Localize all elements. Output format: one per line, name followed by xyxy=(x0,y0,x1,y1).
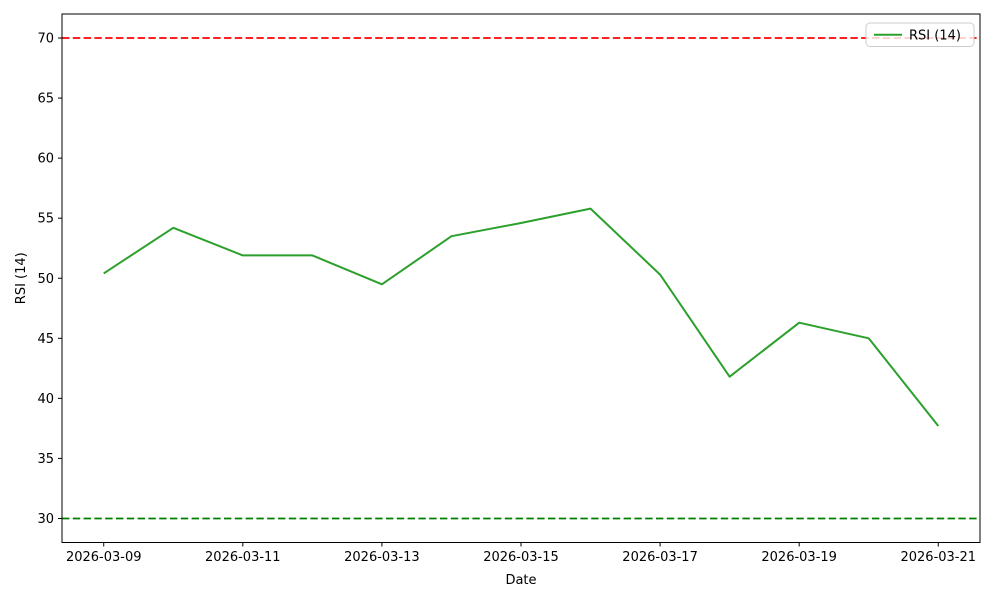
x-axis-label: Date xyxy=(505,573,536,588)
y-tick-label: 45 xyxy=(37,332,54,347)
x-tick-label: 2026-03-11 xyxy=(205,550,281,565)
y-axis-label: RSI (14) xyxy=(14,252,29,304)
x-tick-label: 2026-03-19 xyxy=(761,550,837,565)
x-tick-label: 2026-03-17 xyxy=(622,550,698,565)
y-tick-label: 70 xyxy=(37,32,54,47)
y-tick-label: 35 xyxy=(37,452,54,467)
x-tick-label: 2026-03-21 xyxy=(900,550,976,565)
y-tick-label: 30 xyxy=(37,512,54,527)
legend-label: RSI (14) xyxy=(909,28,961,43)
y-tick-label: 55 xyxy=(37,212,54,227)
y-tick-label: 60 xyxy=(37,152,54,167)
rsi-series-line xyxy=(103,207,940,427)
x-tick-label: 2026-03-13 xyxy=(344,550,420,565)
y-tick-label: 50 xyxy=(37,272,54,287)
legend-box xyxy=(865,22,975,47)
y-tick-label: 65 xyxy=(37,92,54,107)
x-tick-label: 2026-03-09 xyxy=(66,550,142,565)
x-tick-label: 2026-03-15 xyxy=(483,550,559,565)
y-tick-label: 40 xyxy=(37,392,54,407)
